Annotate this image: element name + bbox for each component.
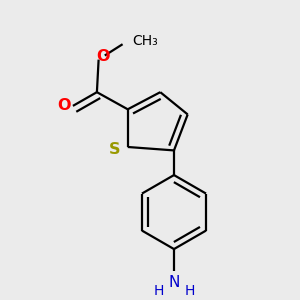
Text: CH₃: CH₃ [132, 34, 158, 48]
Text: O: O [96, 49, 110, 64]
Text: O: O [58, 98, 71, 113]
Text: H: H [184, 284, 195, 298]
Text: N: N [168, 275, 180, 290]
Text: S: S [109, 142, 121, 157]
Text: H: H [153, 284, 164, 298]
